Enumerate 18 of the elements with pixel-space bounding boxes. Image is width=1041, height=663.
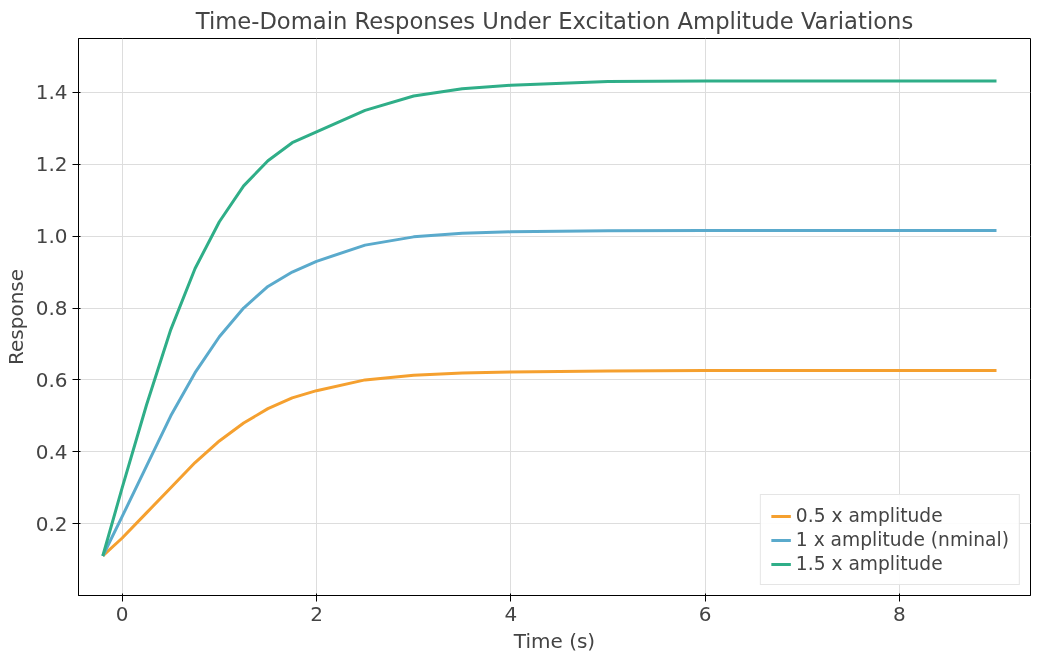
legend-label: 1.5 x amplitude: [795, 553, 943, 574]
x-tick-label: 6: [698, 601, 712, 626]
x-axis-title: Time (s): [512, 628, 596, 653]
y-tick-label: 0.6: [35, 367, 68, 392]
y-tick-label: 1.0: [35, 224, 68, 249]
x-tick-label: 0: [115, 601, 129, 626]
legend-label: 0.5 x amplitude: [795, 505, 943, 526]
chart-title: Time-Domain Responses Under Excitation Amplitude Variations: [194, 7, 914, 34]
y-tick-label: 0.4: [35, 439, 68, 464]
x-tick-label: 4: [504, 601, 518, 626]
y-tick-label: 0.8: [35, 296, 68, 321]
y-tick-label: 1.2: [35, 152, 68, 177]
legend-label: 1 x amplitude (nminal): [795, 529, 1009, 550]
x-tick-label: 2: [310, 601, 323, 626]
y-tick-label: 1.4: [35, 80, 68, 105]
x-tick-label: 8: [892, 601, 906, 626]
y-tick-label: 0.2: [35, 511, 68, 536]
y-axis-title: Response: [3, 268, 28, 366]
